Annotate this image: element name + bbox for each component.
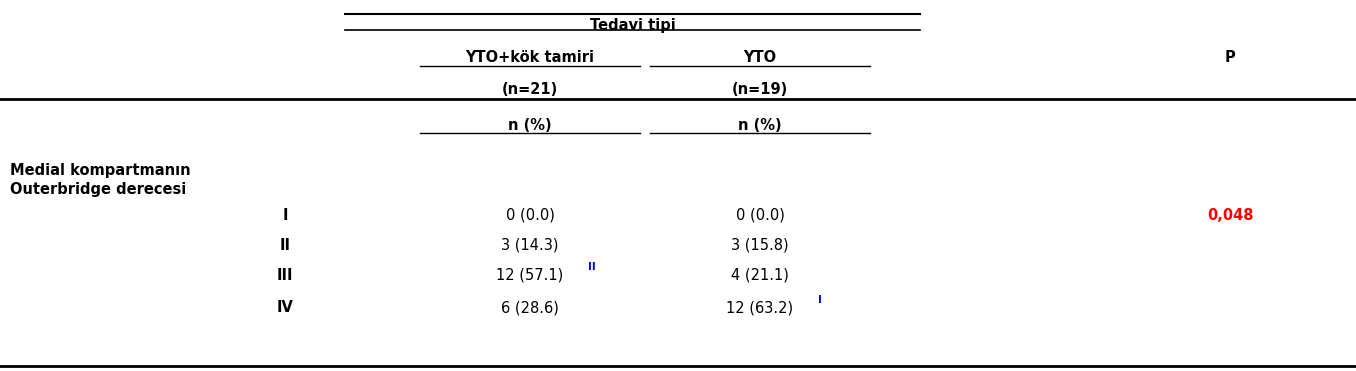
Text: 12 (63.2): 12 (63.2) [727, 301, 793, 315]
Text: 4 (21.1): 4 (21.1) [731, 267, 789, 282]
Text: I: I [282, 207, 287, 223]
Text: n (%): n (%) [508, 118, 552, 133]
Text: I: I [818, 295, 822, 305]
Text: P: P [1224, 50, 1235, 65]
Text: 6 (28.6): 6 (28.6) [502, 301, 559, 315]
Text: n (%): n (%) [738, 118, 782, 133]
Text: 0,048: 0,048 [1207, 207, 1253, 223]
Text: (n=19): (n=19) [732, 82, 788, 97]
Text: 3 (15.8): 3 (15.8) [731, 237, 789, 253]
Text: Tedavi tipi: Tedavi tipi [590, 18, 675, 33]
Text: 0 (0.0): 0 (0.0) [735, 207, 784, 223]
Text: 3 (14.3): 3 (14.3) [502, 237, 559, 253]
Text: II: II [589, 262, 595, 272]
Text: (n=21): (n=21) [502, 82, 559, 97]
Text: Medial kompartmanın: Medial kompartmanın [9, 163, 191, 178]
Text: YTO+kök tamiri: YTO+kök tamiri [465, 50, 594, 65]
Text: IV: IV [277, 301, 293, 315]
Text: III: III [277, 267, 293, 282]
Text: Outerbridge derecesi: Outerbridge derecesi [9, 182, 186, 197]
Text: 0 (0.0): 0 (0.0) [506, 207, 555, 223]
Text: 12 (57.1): 12 (57.1) [496, 267, 564, 282]
Text: YTO: YTO [743, 50, 777, 65]
Text: II: II [279, 237, 290, 253]
